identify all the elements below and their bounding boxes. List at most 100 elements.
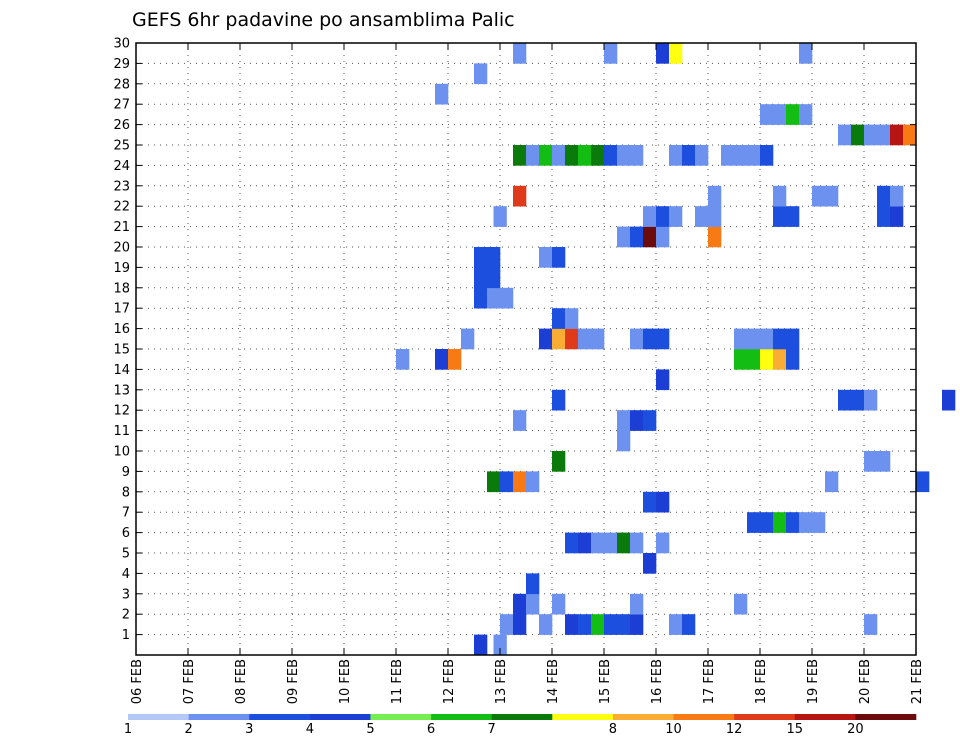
- y-tick-label: 3: [122, 587, 130, 602]
- heatmap-cell: [552, 389, 566, 411]
- y-tick-label: 8: [122, 485, 130, 500]
- heatmap-cell: [656, 532, 670, 554]
- heatmap-cell: [773, 206, 787, 227]
- heatmap-cell: [877, 206, 891, 227]
- heatmap-cell: [825, 471, 839, 493]
- y-tick-label: 17: [113, 302, 130, 317]
- heatmap-cell: [682, 614, 696, 635]
- heatmap-cell: [669, 43, 683, 64]
- heatmap-cell: [864, 614, 878, 635]
- heatmap-cell: [591, 145, 605, 166]
- heatmap-cell: [487, 471, 501, 493]
- heatmap-cell: [760, 104, 774, 125]
- heatmap-cell: [578, 614, 592, 635]
- heatmap-cell: [734, 349, 748, 370]
- y-tick-label: 6: [122, 526, 130, 541]
- legend-label: 6: [427, 722, 435, 737]
- legend-label: 12: [726, 722, 743, 737]
- y-tick-label: 18: [113, 281, 130, 296]
- heatmap-cell: [552, 247, 566, 268]
- x-tick-label: 06 FEB: [130, 659, 145, 704]
- heatmap-cell: [630, 145, 644, 166]
- legend-swatch: [128, 714, 189, 720]
- heatmap-cell: [500, 287, 514, 309]
- legend-label: 15: [786, 722, 803, 737]
- legend-label: 1: [124, 722, 132, 737]
- legend-label: 10: [665, 722, 682, 737]
- heatmap-cell: [747, 328, 761, 350]
- heatmap-cell: [565, 614, 579, 635]
- y-tick-label: 21: [113, 220, 130, 235]
- x-tick-label: 08 FEB: [234, 659, 249, 704]
- heatmap-cell: [773, 104, 787, 125]
- heatmap-cell: [786, 512, 800, 533]
- heatmap-cell: [487, 247, 501, 268]
- heatmap-cell: [474, 634, 488, 656]
- y-tick-label: 26: [113, 118, 130, 133]
- heatmap-cell: [591, 328, 605, 350]
- heatmap-cell: [617, 410, 631, 431]
- heatmap-cell: [604, 43, 618, 64]
- heatmap-cell: [617, 614, 631, 635]
- legend-label: 8: [609, 722, 617, 737]
- legend-swatch: [431, 714, 492, 720]
- y-tick-label: 11: [113, 424, 130, 439]
- heatmap-cell: [591, 614, 605, 635]
- x-tick-label: 21 FEB: [910, 659, 925, 704]
- heatmap-cell: [708, 185, 722, 207]
- x-axis: 06 FEB 07 FEB 08 FEB 09 FEB 10 FEB 11 FEB 12 F…: [130, 43, 925, 704]
- heatmap-cell: [773, 349, 787, 370]
- heatmap-cell: [474, 247, 488, 268]
- heatmap-cell: [656, 43, 670, 64]
- heatmap-cell: [799, 512, 813, 533]
- y-axis: 1234567891011121314151617181920212223242…: [113, 37, 916, 643]
- legend-swatch: [309, 714, 371, 720]
- heatmap-cell: [539, 247, 553, 268]
- x-tick-label: 20 FEB: [858, 659, 873, 704]
- heatmap-cell: [493, 634, 507, 656]
- heatmap-cell: [864, 124, 878, 146]
- heatmap-cell: [851, 389, 865, 411]
- heatmap-cell: [630, 614, 644, 635]
- heatmap-cell: [552, 451, 566, 472]
- heatmap-cell: [669, 145, 683, 166]
- x-tick-label: 16 FEB: [650, 659, 665, 704]
- legend-swatch: [491, 714, 553, 720]
- heatmap-cell: [643, 206, 657, 227]
- heatmap-cell: [760, 349, 774, 370]
- heatmap-cell: [493, 206, 507, 227]
- heatmap-cell: [474, 287, 488, 309]
- heatmap-cell: [643, 491, 657, 513]
- heatmap-cell: [552, 593, 566, 615]
- heatmap-cell: [617, 226, 631, 248]
- heatmap-cell: [825, 185, 839, 207]
- heatmap-cell: [578, 532, 592, 554]
- heatmap-cell: [630, 593, 644, 615]
- heatmap-cell: [630, 328, 644, 350]
- heatmap-cell: [643, 328, 657, 350]
- heatmap-cells: [396, 43, 956, 656]
- heatmap-cell: [552, 308, 566, 329]
- legend-label: 4: [306, 722, 314, 737]
- heatmap-cell: [565, 328, 579, 350]
- heatmap-cell: [656, 491, 670, 513]
- heatmap-cell: [760, 145, 774, 166]
- legend-label: 3: [245, 722, 253, 737]
- heatmap-cell: [474, 267, 488, 289]
- heatmap-cell: [734, 328, 748, 350]
- heatmap-cell: [890, 185, 904, 207]
- heatmap-cell: [786, 328, 800, 350]
- legend-swatch: [855, 714, 917, 720]
- legend-swatch: [734, 714, 796, 720]
- chart-title: GEFS 6hr padavine po ansamblima Palic: [132, 9, 515, 31]
- heatmap-cell: [578, 328, 592, 350]
- heatmap-cell: [786, 104, 800, 125]
- y-tick-label: 13: [113, 383, 130, 398]
- y-tick-label: 27: [113, 98, 130, 113]
- heatmap-cell: [526, 593, 540, 615]
- legend-swatch: [552, 714, 614, 720]
- heatmap-cell: [942, 389, 956, 411]
- y-tick-label: 5: [122, 547, 130, 562]
- heatmap-cell: [656, 328, 670, 350]
- legend-swatch: [673, 714, 735, 720]
